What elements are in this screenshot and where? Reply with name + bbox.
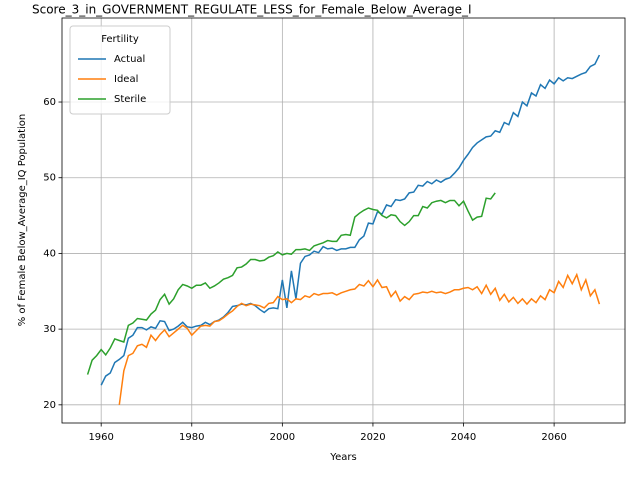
y-tick-label: 60 <box>43 97 56 108</box>
x-tick-label: 2040 <box>451 432 476 443</box>
plot-frame <box>61 17 626 424</box>
legend-label: Actual <box>114 54 145 65</box>
y-tick-label: 50 <box>43 173 56 184</box>
x-tick-label: 2060 <box>541 432 566 443</box>
x-tick-label: 1960 <box>88 432 113 443</box>
legend-box <box>69 25 171 115</box>
y-tick-label: 40 <box>43 248 56 259</box>
y-tick-label: 30 <box>43 324 56 335</box>
chart-title: Score_3_in_GOVERNMENT_REGULATE_LESS_for_… <box>32 3 472 17</box>
legend-label: Ideal <box>114 74 138 85</box>
x-tick-label: 2020 <box>360 432 385 443</box>
y-axis-label: % of Female Below_Average_IQ Population <box>17 114 28 327</box>
legend-label: Sterile <box>114 94 146 105</box>
y-tick-label: 20 <box>43 400 56 411</box>
legend-title: Fertility <box>101 34 139 45</box>
line-series <box>86 192 496 375</box>
line-series <box>100 54 601 386</box>
line-series <box>118 272 601 405</box>
x-axis-label: Years <box>329 452 356 463</box>
x-tick-label: 1980 <box>179 432 204 443</box>
x-tick-label: 2000 <box>270 432 295 443</box>
